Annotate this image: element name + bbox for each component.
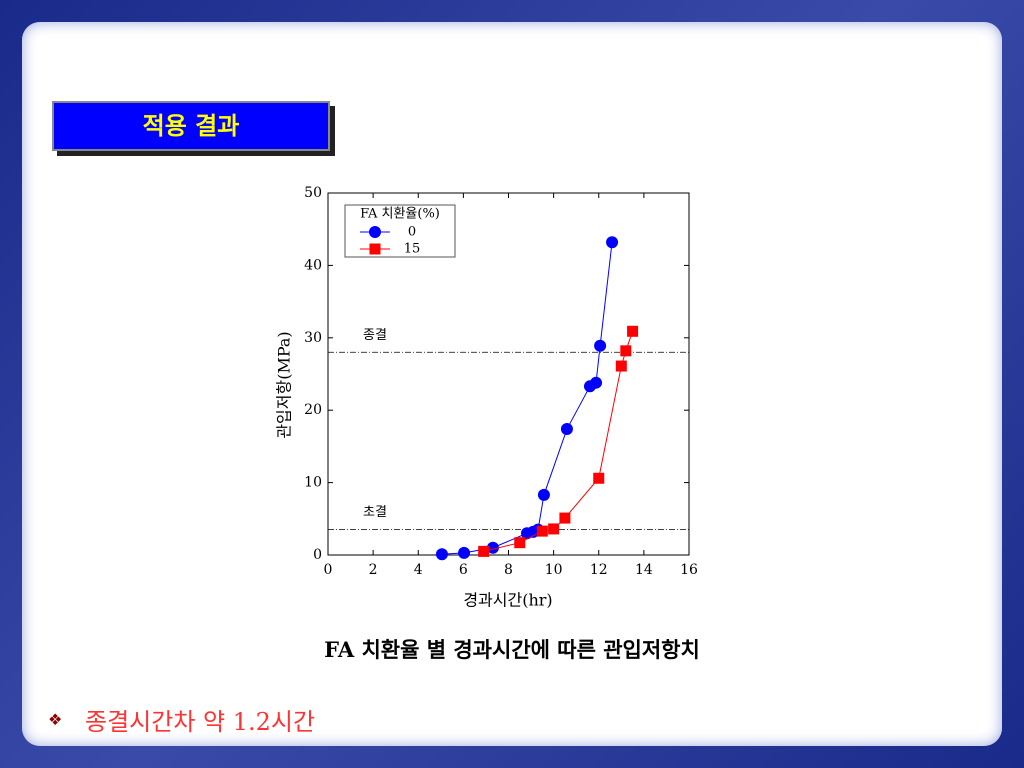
- data-point: [458, 546, 471, 559]
- x-tick-label: 12: [590, 562, 608, 578]
- legend-title: FA 치환율(%): [360, 207, 440, 222]
- data-point: [590, 376, 603, 389]
- legend-box: [344, 204, 456, 258]
- y-tick-label: 40: [304, 257, 322, 273]
- data-point: [548, 523, 560, 535]
- data-point: [627, 325, 639, 337]
- data-point: [486, 541, 499, 554]
- data-point: [594, 339, 607, 352]
- y-tick-label: 30: [304, 330, 322, 346]
- y-axis-label: 관입저항(MPa): [275, 331, 294, 438]
- x-tick-label: 8: [504, 562, 513, 578]
- bullet-icon: ❖: [48, 710, 63, 729]
- data-point: [620, 345, 632, 357]
- y-tick-label: 20: [304, 402, 322, 418]
- y-tick-label: 50: [304, 185, 322, 201]
- y-tick-label: 0: [313, 547, 322, 563]
- data-point: [435, 548, 448, 561]
- data-point: [593, 472, 605, 484]
- series-line: [483, 331, 634, 552]
- slide-title: 적용 결과: [52, 101, 330, 151]
- caption: FA 치환율 별 경과시간에 따른 관입저항치: [324, 637, 700, 662]
- x-tick-label: 4: [414, 562, 423, 578]
- x-tick-label: 14: [635, 562, 653, 578]
- data-point: [606, 236, 619, 249]
- legend-label: 15: [404, 242, 421, 257]
- data-point: [478, 545, 490, 557]
- series-line: [441, 242, 613, 555]
- x-tick-label: 10: [545, 562, 563, 578]
- data-point: [615, 360, 627, 372]
- legend-marker: [369, 226, 381, 238]
- data-point: [514, 537, 526, 549]
- legend-marker: [369, 243, 381, 255]
- data-point: [536, 525, 548, 537]
- x-tick-label: 16: [680, 562, 698, 578]
- data-point: [559, 512, 571, 524]
- reference-label: 초결: [363, 505, 387, 520]
- legend-label: 0: [408, 225, 416, 240]
- y-tick-label: 10: [304, 475, 322, 491]
- reference-label: 종결: [363, 328, 387, 343]
- x-tick-label: 0: [324, 562, 333, 578]
- bullet-text: 종결시간차 약 1.2시간: [85, 708, 316, 736]
- x-tick-label: 6: [459, 562, 468, 578]
- data-point: [560, 423, 573, 436]
- x-axis-label: 경과시간(hr): [463, 591, 552, 610]
- data-point: [537, 488, 550, 501]
- x-tick-label: 2: [369, 562, 378, 578]
